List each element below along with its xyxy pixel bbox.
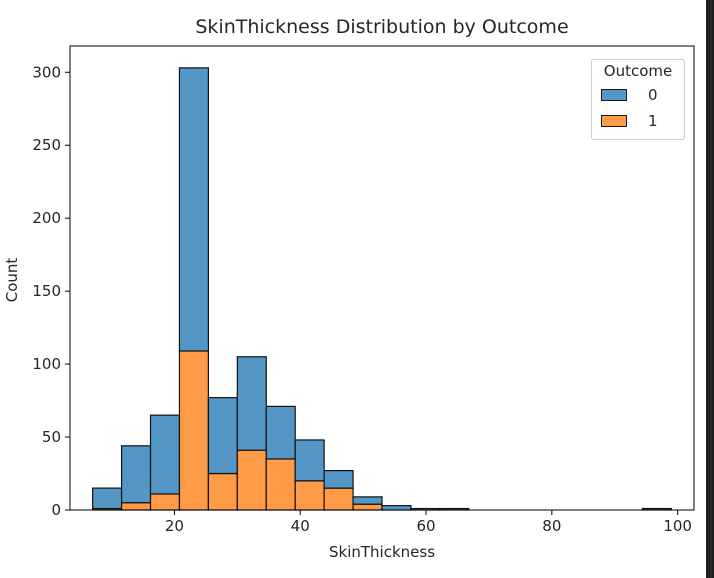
- bar-outcome-1: [120, 502, 152, 511]
- x-axis-label: SkinThickness: [328, 543, 436, 561]
- y-axis-label: Count: [3, 257, 21, 303]
- bar-outcome-0: [381, 505, 412, 511]
- x-tick-label: 80: [542, 517, 561, 535]
- y-tick-label: 250: [32, 136, 61, 154]
- bar-outcome-0: [294, 439, 325, 482]
- legend-label-0: 0: [648, 86, 658, 104]
- y-tick-label: 150: [32, 282, 61, 300]
- bars-layer: [92, 67, 672, 511]
- legend: Outcome 0 1: [591, 59, 685, 140]
- bar-outcome-1: [294, 480, 325, 511]
- legend-label-1: 1: [648, 112, 658, 130]
- x-axis-ticks: 20 40 60 80 100: [165, 510, 692, 535]
- legend-title: Outcome: [603, 62, 673, 80]
- bar-outcome-1: [323, 487, 354, 511]
- y-tick-label: 0: [51, 501, 61, 519]
- y-tick-label: 200: [32, 209, 61, 227]
- bar-outcome-0: [120, 445, 152, 504]
- bar-outcome-1: [236, 449, 267, 511]
- x-tick-label: 100: [663, 517, 692, 535]
- bar-outcome-0: [207, 397, 238, 475]
- chart-title: SkinThickness Distribution by Outcome: [195, 16, 569, 38]
- axes-frame: [69, 45, 695, 511]
- bar-outcome-0: [323, 470, 354, 489]
- x-tick-label: 40: [291, 517, 310, 535]
- bar-outcome-0: [352, 496, 383, 505]
- window-edge: [706, 0, 714, 578]
- bar-outcome-0: [178, 67, 209, 352]
- legend-swatch-0: [601, 89, 627, 101]
- y-tick-label: 100: [32, 355, 61, 373]
- bar-outcome-0: [92, 487, 123, 510]
- bar-outcome-1: [352, 503, 383, 511]
- y-tick-label: 300: [32, 63, 61, 81]
- bar-outcome-0: [149, 414, 181, 495]
- bar-outcome-1: [149, 493, 181, 511]
- bar-outcome-0: [265, 405, 296, 460]
- bar-outcome-0: [236, 356, 267, 451]
- bar-outcome-1: [207, 472, 238, 511]
- legend-swatch-1: [601, 115, 627, 127]
- y-tick-label: 50: [42, 428, 61, 446]
- bar-outcome-1: [265, 458, 296, 511]
- bar-outcome-1: [178, 350, 209, 511]
- x-tick-label: 20: [165, 517, 184, 535]
- x-tick-label: 60: [416, 517, 435, 535]
- y-axis-ticks: 0 50 100 150 200 250 300: [32, 63, 70, 519]
